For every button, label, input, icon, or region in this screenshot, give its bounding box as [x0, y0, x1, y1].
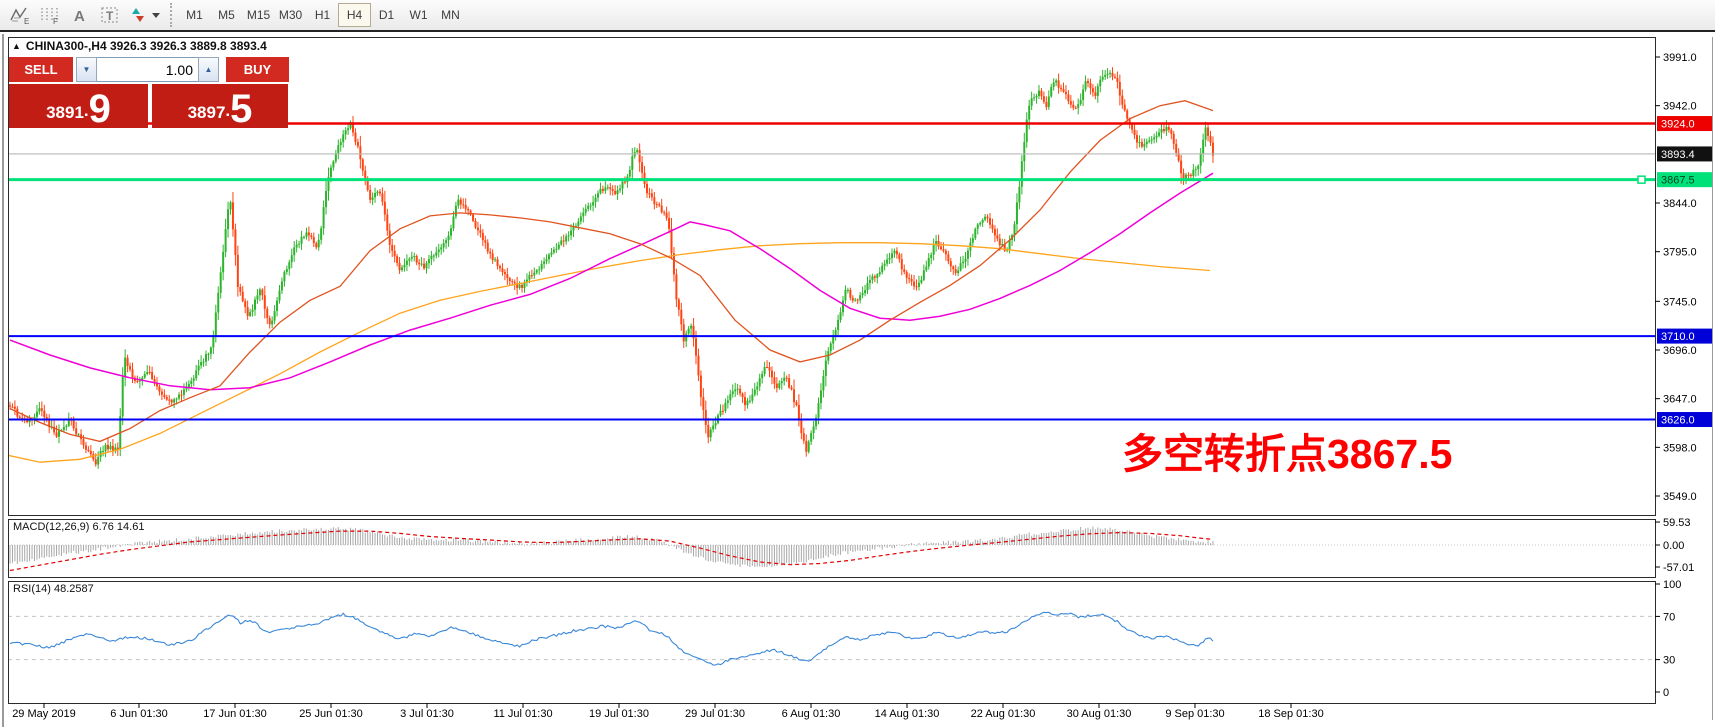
text-box-tool-button[interactable]: T	[95, 2, 125, 28]
price-badge	[1657, 146, 1712, 162]
sell-price-pips: 9	[88, 87, 111, 132]
time-tick-label: 22 Aug 01:30	[971, 708, 1036, 720]
volume-increase-button[interactable]: ▲	[198, 57, 219, 82]
time-tick-label: 18 Sep 01:30	[1258, 708, 1323, 720]
sell-price-int: 3891	[46, 103, 84, 122]
arrow-objects-tool-button[interactable]	[125, 2, 165, 28]
macd-signal-line	[9, 530, 1214, 572]
text-label-tool-button[interactable]: A	[65, 2, 95, 28]
volume-input[interactable]	[97, 57, 198, 82]
rsi-indicator-label: RSI(14) 48.2587	[13, 583, 94, 595]
price-badge	[1657, 328, 1712, 344]
text-box-icon: T	[101, 7, 118, 23]
text-label-icon: A	[74, 8, 85, 25]
time-tick-label: 9 Sep 01:30	[1165, 708, 1224, 720]
price-tick-label: 3844.0	[1663, 198, 1697, 210]
price-badge-label: 3924.0	[1661, 119, 1695, 131]
rsi-tick-label: 30	[1663, 655, 1675, 667]
price-badge-label: 3893.4	[1661, 149, 1695, 161]
price-tick-label: 3696.0	[1663, 345, 1697, 357]
rsi-panel	[8, 611, 1655, 666]
volume-decrease-button[interactable]: ▼	[76, 57, 97, 82]
sell-button[interactable]: SELL	[9, 57, 73, 82]
toolbar: E F A T M1 M5 M1	[0, 0, 1715, 32]
time-tick-label: 11 Jul 01:30	[493, 708, 552, 720]
price-badge-label: 3867.5	[1661, 175, 1695, 187]
time-tick-label: 19 Jul 01:30	[589, 708, 649, 720]
symbol-ohlc-text: CHINA300-,H4 3926.3 3926.3 3889.8 3893.4	[25, 39, 267, 53]
price-tick-label: 3549.0	[1663, 491, 1697, 503]
buy-price-display[interactable]: 3897. 5	[152, 84, 288, 132]
rsi-line	[9, 611, 1214, 666]
time-tick-label: 6 Jun 01:30	[110, 708, 168, 720]
buy-price-dot: .	[225, 101, 231, 120]
one-click-trading-panel: SELL ▼ ▲ BUY 3891.9 3897.5	[9, 57, 290, 132]
time-tick-label: 6 Aug 01:30	[782, 708, 841, 720]
timeframe-button-d1[interactable]: D1	[378, 8, 395, 22]
timeframe-button-w1[interactable]: W1	[409, 8, 428, 22]
fibonacci-grid-icon: F	[41, 8, 58, 25]
price-badge	[1657, 116, 1712, 132]
price-tick-label: 3745.0	[1663, 296, 1697, 308]
price-badge	[1657, 412, 1712, 428]
ma-slow-line	[8, 242, 1211, 463]
sell-price-display[interactable]: 3891. 9	[9, 84, 148, 132]
price-badge-label: 3626.0	[1661, 415, 1695, 427]
chart-text-annotation: 多空转折点3867.5	[1122, 431, 1453, 477]
svg-text:A: A	[74, 8, 85, 25]
timeframe-button-m15[interactable]: M15	[246, 8, 271, 22]
sell-price-dot: .	[83, 101, 89, 120]
macd-tick-label: 0.00	[1663, 540, 1684, 552]
price-panel[interactable]	[8, 67, 1655, 469]
svg-text:T: T	[106, 9, 114, 23]
time-tick-label: 29 Jul 01:30	[685, 708, 745, 720]
svg-text:E: E	[24, 17, 29, 25]
macd-tick-label: -57.01	[1663, 562, 1694, 574]
timeframe-button-h4[interactable]: H4	[338, 3, 371, 27]
price-badge	[1657, 172, 1712, 188]
timeframe-button-m1[interactable]: M1	[186, 8, 203, 22]
elliott-wave-tool-button[interactable]: E	[5, 2, 35, 28]
timeframe-button-h1[interactable]: H1	[314, 8, 331, 22]
rsi-tick-label: 70	[1663, 611, 1675, 623]
fibonacci-grid-tool-button[interactable]: F	[35, 2, 65, 28]
price-badge-label: 3710.0	[1661, 331, 1695, 343]
rsi-tick-label: 0	[1663, 687, 1669, 699]
timeframe-button-group: M1 M5 M15 M30 H1 H4 D1 W1 MN	[179, 3, 466, 27]
time-tick-label: 29 May 2019	[12, 708, 76, 720]
window-splitter[interactable]	[2, 34, 4, 727]
rsi-tick-label: 100	[1663, 579, 1681, 591]
buy-button[interactable]: BUY	[226, 57, 289, 82]
buy-price-int: 3897	[187, 103, 226, 122]
price-tick-label: 3598.0	[1663, 442, 1697, 454]
time-tick-label: 3 Jul 01:30	[400, 708, 454, 720]
macd-tick-label: 59.53	[1663, 517, 1691, 529]
price-tick-label: 3647.0	[1663, 394, 1697, 406]
time-tick-label: 25 Jun 01:30	[299, 708, 363, 720]
one-click-collapse-arrow[interactable]: ▲	[12, 41, 21, 51]
ma-fast-line	[9, 100, 1214, 443]
svg-text:F: F	[53, 17, 58, 25]
macd-indicator-label: MACD(12,26,9) 6.76 14.61	[13, 521, 145, 533]
price-tick-label: 3942.0	[1663, 101, 1697, 113]
arrow-objects-icon	[132, 8, 160, 22]
buy-price-pips: 5	[230, 87, 253, 132]
time-tick-label: 17 Jun 01:30	[203, 708, 267, 720]
time-tick-label: 30 Aug 01:30	[1067, 708, 1132, 720]
line-drag-handle[interactable]	[1637, 175, 1646, 184]
price-tick-label: 3795.0	[1663, 247, 1697, 259]
timeframe-button-m5[interactable]: M5	[218, 8, 235, 22]
price-tick-label: 3991.0	[1663, 52, 1697, 64]
elliott-wave-icon: E	[10, 7, 29, 25]
timeframe-button-mn[interactable]: MN	[441, 8, 460, 22]
timeframe-button-m30[interactable]: M30	[278, 8, 303, 22]
macd-panel	[8, 526, 1655, 572]
time-tick-label: 14 Aug 01:30	[875, 708, 940, 720]
toolbar-separator	[170, 3, 172, 27]
ma-mid-line	[9, 172, 1214, 391]
chart-title: ▲ CHINA300-,H4 3926.3 3926.3 3889.8 3893.…	[12, 39, 267, 53]
